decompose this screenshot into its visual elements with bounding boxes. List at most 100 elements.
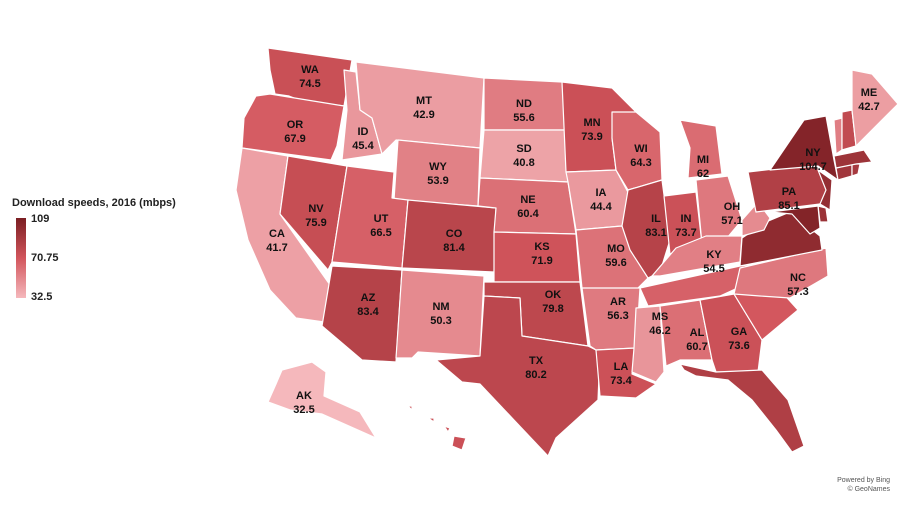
state-value-ga: 73.6 — [728, 340, 749, 352]
state-abbr-id: ID — [358, 126, 369, 138]
legend-title: Download speeds, 2016 (mbps) — [12, 197, 176, 209]
state-me — [851, 69, 899, 147]
state-mi — [679, 119, 723, 179]
state-abbr-in: IN — [681, 213, 692, 225]
state-abbr-ut: UT — [374, 213, 389, 225]
state-abbr-sd: SD — [516, 143, 531, 155]
state-value-pa: 85.1 — [778, 200, 799, 212]
state-value-wa: 74.5 — [299, 78, 320, 90]
state-abbr-il: IL — [651, 213, 661, 225]
state-mt — [355, 61, 485, 155]
state-value-mi: 62 — [697, 168, 709, 180]
state-wy — [393, 139, 481, 207]
state-abbr-la: LA — [614, 361, 629, 373]
state-value-il: 83.1 — [645, 227, 666, 239]
state-abbr-nd: ND — [516, 98, 532, 110]
state-value-ok: 79.8 — [542, 303, 563, 315]
state-value-nd: 55.6 — [513, 112, 534, 124]
state-abbr-wy: WY — [429, 161, 447, 173]
state-value-oh: 57.1 — [721, 215, 742, 227]
state-ia — [565, 169, 631, 231]
state-value-al: 60.7 — [686, 341, 707, 353]
state-nc — [733, 247, 829, 299]
state-abbr-ar: AR — [610, 296, 626, 308]
state-al — [659, 299, 713, 367]
state-abbr-ok: OK — [545, 289, 562, 301]
state-abbr-ia: IA — [596, 187, 607, 199]
state-value-la: 73.4 — [610, 375, 632, 387]
state-sd — [479, 129, 569, 183]
state-abbr-ne: NE — [520, 194, 535, 206]
legend: Download speeds, 2016 (mbps) 109 70.75 3… — [12, 197, 212, 303]
state-nm — [395, 269, 485, 359]
state-value-wi: 64.3 — [630, 157, 651, 169]
state-value-id: 45.4 — [352, 140, 374, 152]
state-value-mn: 73.9 — [581, 131, 602, 143]
state-abbr-nc: NC — [790, 272, 806, 284]
state-abbr-nv: NV — [308, 203, 324, 215]
state-value-ia: 44.4 — [590, 201, 612, 213]
state-value-ks: 71.9 — [531, 255, 552, 267]
state-nj — [817, 169, 833, 211]
state-abbr-oh: OH — [724, 201, 741, 213]
state-labels: WA 74.5 OR 67.9 CA 41.7 NV 75.9 ID 45.4 MT 42.9 WY 53… — [266, 64, 879, 416]
state-value-mt: 42.9 — [413, 109, 434, 121]
state-value-az: 83.4 — [357, 306, 379, 318]
state-value-mo: 59.6 — [605, 257, 626, 269]
state-or — [241, 93, 345, 161]
state-abbr-or: OR — [287, 119, 304, 131]
state-abbr-wi: WI — [634, 143, 647, 155]
state-oh — [695, 175, 743, 245]
state-abbr-ms: MS — [652, 311, 669, 323]
state-md — [769, 205, 821, 235]
state-az — [321, 265, 403, 363]
state-mo — [575, 225, 651, 291]
state-value-ms: 46.2 — [649, 325, 670, 337]
state-value-ca: 41.7 — [266, 242, 287, 254]
state-value-sd: 40.8 — [513, 157, 534, 169]
state-fl — [679, 363, 805, 453]
state-value-nv: 75.9 — [305, 217, 326, 229]
state-value-tx: 80.2 — [525, 369, 546, 381]
state-value-nc: 57.3 — [787, 286, 808, 298]
state-abbr-ks: KS — [534, 241, 549, 253]
credit-bing: Powered by Bing — [837, 477, 890, 484]
state-tx — [435, 295, 601, 457]
legend-max-label: 109 — [31, 213, 50, 225]
state-ma — [833, 149, 873, 169]
state-vt — [833, 117, 843, 155]
state-value-ut: 66.5 — [370, 227, 391, 239]
state-abbr-mi: MI — [697, 154, 709, 166]
state-abbr-ak: AK — [296, 390, 312, 402]
state-abbr-al: AL — [690, 327, 705, 339]
state-abbr-mn: MN — [583, 117, 600, 129]
state-abbr-ca: CA — [269, 228, 285, 240]
state-abbr-ga: GA — [731, 326, 748, 338]
state-ri — [851, 163, 861, 177]
state-hi — [407, 405, 467, 451]
state-abbr-mo: MO — [607, 243, 625, 255]
state-value-ar: 56.3 — [607, 310, 628, 322]
state-abbr-az: AZ — [361, 292, 376, 304]
state-value-me: 42.7 — [858, 101, 879, 113]
state-ny — [769, 115, 839, 181]
state-abbr-ny: NY — [805, 147, 821, 159]
state-value-ne: 60.4 — [517, 208, 539, 220]
state-value-co: 81.4 — [443, 242, 465, 254]
legend-mid-label: 70.75 — [31, 252, 59, 264]
state-abbr-pa: PA — [782, 186, 797, 198]
state-value-in: 73.7 — [675, 227, 696, 239]
state-abbr-mt: MT — [416, 95, 432, 107]
state-ak — [267, 361, 377, 439]
state-value-nm: 50.3 — [430, 315, 451, 327]
state-value-or: 67.9 — [284, 133, 305, 145]
state-abbr-tx: TX — [529, 355, 544, 367]
state-value-ky: 54.5 — [703, 263, 724, 275]
state-value-ny: 104.7 — [799, 161, 827, 173]
state-value-ak: 32.5 — [293, 404, 314, 416]
state-nv — [279, 155, 348, 271]
credit-geonames: © GeoNames — [847, 486, 890, 493]
state-abbr-nm: NM — [432, 301, 449, 313]
state-value-wy: 53.9 — [427, 175, 448, 187]
